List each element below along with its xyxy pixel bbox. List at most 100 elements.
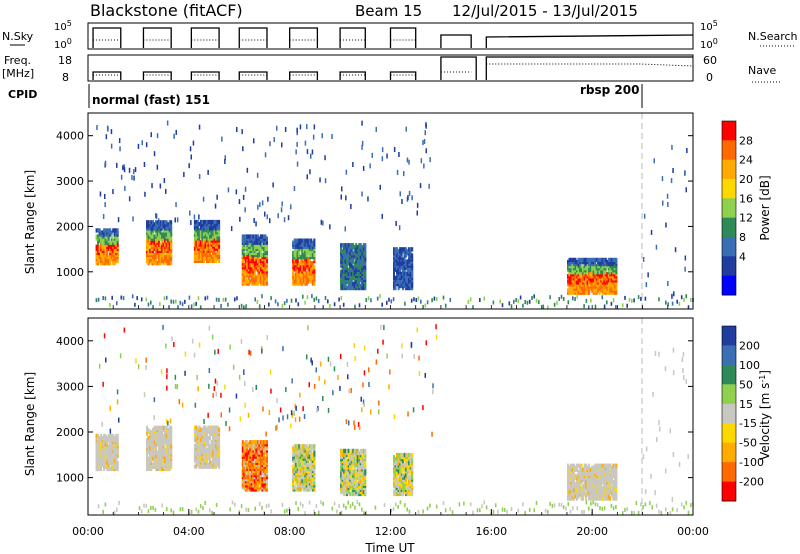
echo-cell <box>361 251 364 256</box>
echo-cell <box>363 511 365 515</box>
echo-cell <box>305 238 308 243</box>
freq-trace-block <box>389 71 417 80</box>
echo-cell <box>662 200 664 206</box>
echo-cell <box>198 425 201 430</box>
echo-cell <box>344 251 347 256</box>
beam-label: Beam 15 <box>355 2 422 20</box>
echo-cell <box>95 234 98 239</box>
echo-cell <box>310 452 313 457</box>
echo-cell <box>309 169 311 175</box>
echo-cell <box>299 258 302 264</box>
echo-cell <box>156 164 159 170</box>
echo-cell <box>361 471 364 476</box>
echo-cell <box>367 296 370 301</box>
echo-cell <box>651 505 653 510</box>
echo-cell <box>177 305 179 310</box>
echo-cell <box>141 140 143 146</box>
echo-cell <box>98 460 101 465</box>
echo-cell <box>159 220 162 225</box>
echo-cell <box>600 274 603 279</box>
freq-trace-block <box>440 56 477 80</box>
echo-cell <box>346 362 349 367</box>
echo-cell <box>264 258 267 264</box>
echo-cell <box>190 154 192 160</box>
echo-cell <box>327 356 330 362</box>
echo-cell <box>262 234 265 239</box>
echo-cell <box>103 333 106 339</box>
echo-cell <box>164 226 167 231</box>
echo-cell <box>594 304 597 309</box>
echo-cell <box>686 148 688 153</box>
echo-cell <box>202 196 205 202</box>
echo-cell <box>310 444 313 449</box>
echo-cell <box>393 147 396 152</box>
echo-cell <box>184 351 187 357</box>
echo-cell <box>147 242 150 247</box>
echo-cell <box>397 504 399 509</box>
echo-cell <box>660 510 663 515</box>
echo-cell <box>297 302 300 307</box>
echo-cell <box>361 452 364 458</box>
echo-cell <box>256 252 259 258</box>
echo-cell <box>168 254 171 260</box>
echo-cell <box>313 238 316 243</box>
nsearch-tick-top: 105 <box>700 19 718 33</box>
echo-cell <box>332 390 334 396</box>
echo-cell <box>322 220 324 226</box>
echo-cell <box>336 509 338 514</box>
echo-cell <box>155 431 158 437</box>
echo-cell <box>432 383 434 389</box>
echo-cell <box>181 507 184 512</box>
echo-cell <box>203 238 205 243</box>
echo-cell <box>100 433 103 439</box>
echo-cell <box>240 338 243 344</box>
echo-cell <box>412 407 415 413</box>
echo-cell <box>302 294 304 299</box>
echo-cell <box>252 481 255 486</box>
echo-cell <box>261 294 263 299</box>
echo-cell <box>435 324 437 330</box>
echo-cell <box>306 295 309 300</box>
echo-cell <box>213 219 216 225</box>
echo-cell <box>361 144 363 150</box>
echo-cell <box>404 301 406 306</box>
echo-cell <box>261 275 264 280</box>
echo-cell <box>195 437 198 443</box>
echo-cell <box>276 125 278 131</box>
freq-trace-continuous <box>485 56 693 80</box>
echo-cell <box>560 502 563 507</box>
echo-cell <box>408 285 411 291</box>
echo-cell <box>615 505 617 509</box>
echo-cell <box>262 261 265 266</box>
echo-cell <box>299 444 302 449</box>
echo-cell <box>264 450 267 455</box>
echo-cell <box>208 383 210 389</box>
echo-cell <box>409 267 412 272</box>
echo-cell <box>161 232 164 237</box>
echo-cell <box>322 305 324 310</box>
echo-cell <box>362 452 365 458</box>
echo-cell <box>258 252 261 258</box>
echo-cell <box>355 448 358 454</box>
echo-cell <box>190 220 192 226</box>
echo-cell <box>329 361 332 367</box>
echo-cell <box>243 485 246 490</box>
echo-cell <box>585 257 588 263</box>
echo-cell <box>107 254 110 260</box>
echo-cell <box>583 509 585 514</box>
echo-cell <box>302 238 305 243</box>
echo-cell <box>247 254 250 260</box>
echo-cell <box>589 257 592 263</box>
nsky-trace-block <box>92 27 122 48</box>
freq-trace-block <box>92 71 122 80</box>
echo-cell <box>293 273 296 278</box>
echo-cell <box>672 347 675 353</box>
echo-cell <box>262 440 265 445</box>
echo-cell <box>162 425 165 430</box>
echo-cell <box>612 257 615 263</box>
echo-cell <box>374 505 377 510</box>
echo-cell <box>633 511 635 516</box>
echo-cell <box>664 366 667 372</box>
echo-cell <box>342 302 345 307</box>
echo-cell <box>165 295 168 300</box>
